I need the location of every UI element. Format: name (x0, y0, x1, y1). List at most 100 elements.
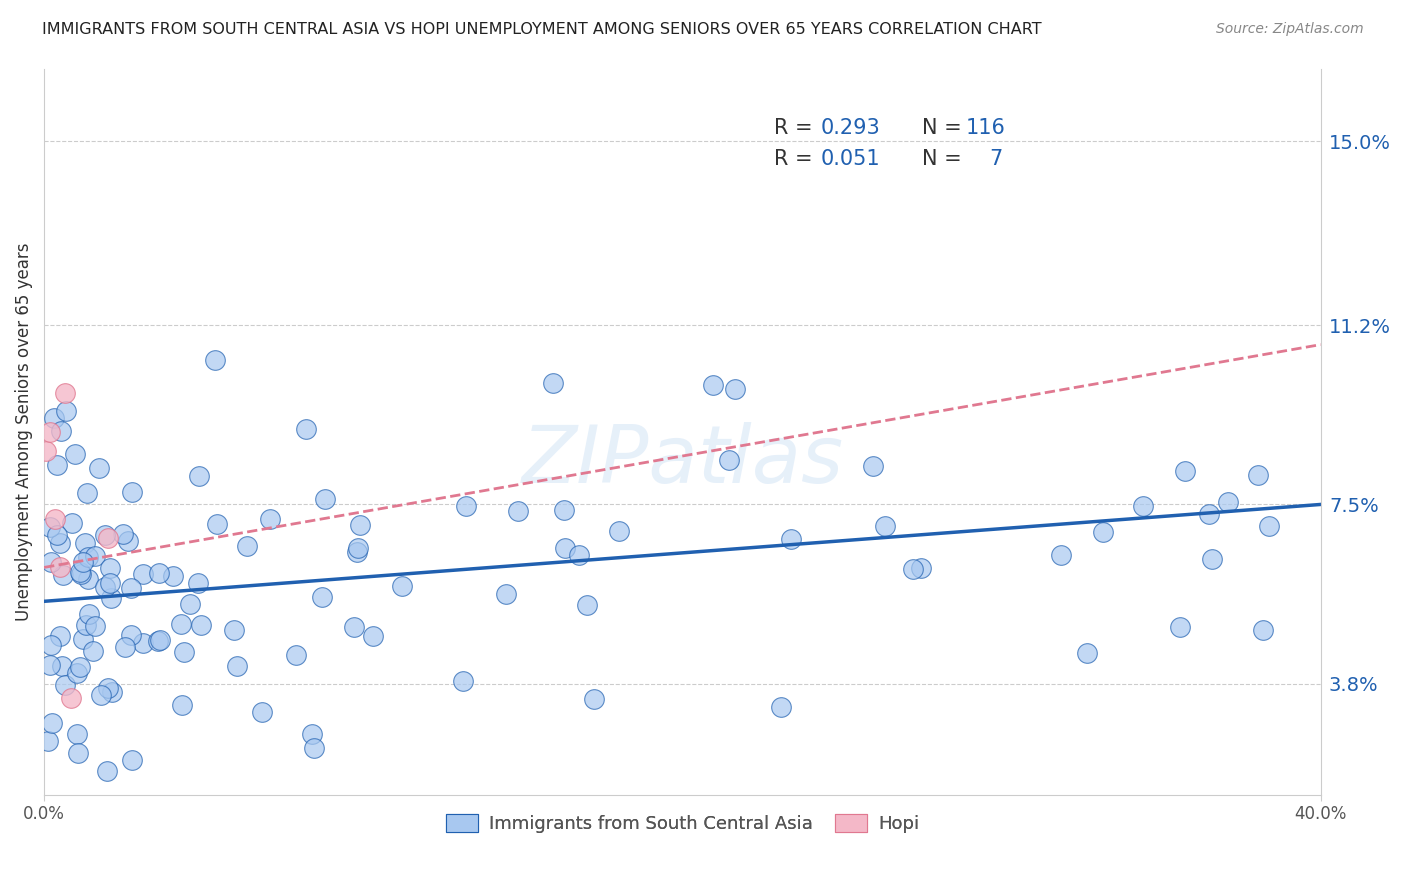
Point (553, 503, 575, 517)
Point (69, 660, 91, 674)
Point (204, 353, 226, 368)
Point (349, 517, 371, 532)
Point (39, 425, 62, 439)
Point (1216, 494, 1239, 508)
Point (94, 528, 117, 542)
Text: N =: N = (922, 118, 969, 138)
Text: ZIPatlas: ZIPatlas (522, 422, 844, 500)
Point (1049, 548, 1071, 562)
Text: N =: N = (922, 149, 969, 169)
Y-axis label: Unemployment Among Seniors over 65 years: Unemployment Among Seniors over 65 years (15, 243, 32, 621)
Point (49, 425, 72, 439)
Point (90, 688, 112, 702)
Point (226, 659, 249, 673)
Point (98, 576, 121, 591)
Point (148, 566, 170, 580)
Point (82, 644, 104, 658)
Point (170, 616, 193, 631)
Text: R =: R = (775, 149, 820, 169)
Point (301, 726, 323, 740)
Point (454, 500, 477, 514)
Point (162, 569, 184, 583)
Point (495, 586, 517, 600)
Point (38, 520, 60, 534)
Point (63, 447, 86, 461)
Text: R =: R = (775, 118, 820, 138)
Point (541, 376, 564, 390)
Point (780, 533, 803, 547)
Point (53, 386, 76, 401)
Point (111, 527, 134, 541)
Point (862, 459, 884, 474)
Point (132, 636, 155, 650)
Point (96, 764, 118, 778)
Point (346, 544, 368, 558)
Point (75, 536, 97, 550)
Point (53, 678, 76, 692)
Point (67, 747, 90, 761)
Point (343, 620, 366, 634)
Point (35, 444, 58, 458)
Point (45, 458, 67, 472)
Point (284, 648, 307, 662)
Point (117, 534, 139, 549)
Point (49, 560, 72, 574)
Text: 7: 7 (988, 149, 1002, 169)
Point (302, 741, 325, 756)
Point (46, 527, 69, 541)
Point (70, 566, 93, 581)
Point (84, 549, 107, 564)
Point (311, 591, 333, 605)
Point (69, 565, 91, 579)
Point (1168, 620, 1191, 634)
Legend: Immigrants from South Central Asia, Hopi: Immigrants from South Central Asia, Hopi (439, 806, 927, 840)
Point (149, 632, 172, 647)
Point (72, 555, 94, 569)
Point (87, 461, 110, 475)
Point (77, 549, 100, 564)
Point (37, 733, 59, 747)
Point (1132, 500, 1154, 514)
Point (188, 468, 211, 483)
Point (48, 536, 70, 550)
Point (120, 628, 142, 642)
Point (172, 698, 194, 712)
Point (1174, 464, 1197, 478)
Point (568, 548, 591, 562)
Text: IMMIGRANTS FROM SOUTH CENTRAL ASIA VS HOPI UNEMPLOYMENT AMONG SENIORS OVER 65 YE: IMMIGRANTS FROM SOUTH CENTRAL ASIA VS HO… (42, 22, 1042, 37)
Point (361, 629, 384, 643)
Point (44, 410, 66, 425)
Point (391, 579, 413, 593)
Text: 0.051: 0.051 (820, 149, 880, 169)
Point (769, 699, 792, 714)
Point (1198, 507, 1220, 521)
Point (901, 562, 924, 576)
Point (1251, 623, 1274, 637)
Point (97, 532, 120, 546)
Point (121, 753, 143, 767)
Point (146, 634, 169, 648)
Point (72, 632, 94, 647)
Point (582, 692, 605, 706)
Point (94, 580, 117, 594)
Point (259, 512, 281, 526)
Point (724, 382, 747, 396)
Point (173, 645, 195, 659)
Point (60, 516, 83, 530)
Point (97, 681, 120, 695)
Point (39, 638, 62, 652)
Point (554, 541, 576, 555)
Point (607, 524, 630, 538)
Point (179, 598, 201, 612)
Point (75, 617, 97, 632)
Point (41, 715, 63, 730)
Point (575, 599, 598, 613)
Point (190, 618, 212, 632)
Point (77, 572, 100, 586)
Text: 116: 116 (966, 118, 1005, 138)
Point (314, 491, 336, 506)
Point (49, 629, 72, 643)
Point (295, 422, 318, 436)
Point (347, 541, 370, 556)
Point (83, 619, 105, 633)
